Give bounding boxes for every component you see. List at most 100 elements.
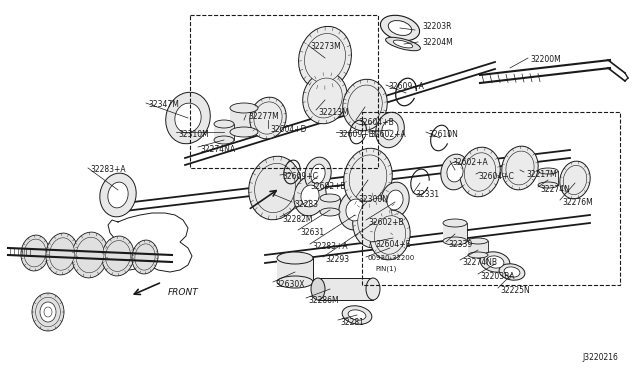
Ellipse shape: [250, 97, 286, 139]
Ellipse shape: [24, 239, 46, 267]
Ellipse shape: [108, 182, 128, 208]
Ellipse shape: [339, 190, 371, 230]
Bar: [362, 112, 620, 285]
Ellipse shape: [366, 278, 380, 300]
Bar: [318, 278, 373, 300]
Ellipse shape: [72, 232, 108, 278]
Ellipse shape: [277, 252, 313, 264]
Ellipse shape: [342, 79, 387, 131]
Ellipse shape: [255, 163, 296, 213]
Ellipse shape: [277, 276, 313, 288]
Ellipse shape: [102, 236, 134, 276]
Text: 32276M: 32276M: [562, 198, 593, 207]
Text: 32277M: 32277M: [248, 112, 279, 121]
Text: 32274NB: 32274NB: [462, 258, 497, 267]
Ellipse shape: [468, 238, 488, 244]
Ellipse shape: [499, 264, 525, 280]
Ellipse shape: [468, 252, 488, 258]
Text: 32273M: 32273M: [310, 42, 340, 51]
Ellipse shape: [249, 156, 301, 220]
Ellipse shape: [230, 103, 258, 113]
Ellipse shape: [480, 252, 510, 272]
Bar: [214, 124, 234, 140]
Text: 32604+C: 32604+C: [478, 172, 514, 181]
Ellipse shape: [175, 103, 201, 133]
Ellipse shape: [305, 157, 331, 191]
Ellipse shape: [254, 102, 282, 134]
Bar: [468, 241, 488, 255]
Text: 32630X: 32630X: [275, 280, 305, 289]
Ellipse shape: [381, 182, 409, 218]
Ellipse shape: [32, 293, 64, 331]
Text: 32331: 32331: [415, 190, 439, 199]
Ellipse shape: [370, 210, 410, 260]
Ellipse shape: [342, 306, 372, 324]
Text: 32213M: 32213M: [318, 108, 349, 117]
Ellipse shape: [464, 153, 496, 191]
Bar: [538, 171, 558, 185]
Ellipse shape: [44, 307, 52, 317]
Text: 32339: 32339: [448, 240, 472, 249]
Ellipse shape: [135, 244, 155, 270]
Ellipse shape: [374, 216, 406, 254]
Ellipse shape: [311, 278, 325, 300]
Text: 32204M: 32204M: [422, 38, 452, 47]
Text: 32602+B: 32602+B: [310, 182, 346, 191]
Text: 32282M: 32282M: [282, 215, 312, 224]
Ellipse shape: [348, 85, 382, 125]
Ellipse shape: [358, 199, 392, 241]
Text: 32283+A: 32283+A: [312, 242, 348, 251]
Text: 32274NA: 32274NA: [200, 145, 235, 154]
Text: 32604+D: 32604+D: [270, 125, 307, 134]
Text: 32602+B: 32602+B: [368, 218, 404, 227]
Ellipse shape: [486, 256, 504, 268]
Text: 32293: 32293: [325, 255, 349, 264]
Ellipse shape: [353, 192, 397, 248]
Text: 32347M: 32347M: [148, 100, 179, 109]
Ellipse shape: [303, 72, 348, 124]
Ellipse shape: [394, 40, 413, 48]
Text: 32217M: 32217M: [526, 170, 557, 179]
Ellipse shape: [504, 267, 520, 277]
Ellipse shape: [40, 302, 56, 322]
Ellipse shape: [230, 127, 258, 137]
Text: 32609+A: 32609+A: [388, 82, 424, 91]
Text: PIN(1): PIN(1): [375, 265, 396, 272]
Text: 00930-32200: 00930-32200: [368, 255, 415, 261]
Text: 32609+C: 32609+C: [282, 172, 318, 181]
Text: 32225N: 32225N: [500, 286, 530, 295]
Ellipse shape: [46, 233, 78, 275]
Ellipse shape: [294, 176, 326, 216]
Text: 32203RA: 32203RA: [480, 272, 515, 281]
Ellipse shape: [132, 240, 158, 274]
Ellipse shape: [447, 162, 463, 182]
Ellipse shape: [106, 241, 131, 272]
Ellipse shape: [506, 151, 534, 185]
Text: J3220216: J3220216: [582, 353, 618, 362]
Ellipse shape: [460, 147, 500, 197]
Ellipse shape: [301, 185, 319, 207]
Ellipse shape: [320, 194, 340, 202]
Text: FRONT: FRONT: [168, 288, 199, 297]
Ellipse shape: [21, 235, 49, 271]
Text: 32283+A: 32283+A: [90, 165, 125, 174]
Ellipse shape: [100, 173, 136, 217]
Text: 32274N: 32274N: [540, 185, 570, 194]
Ellipse shape: [441, 154, 469, 190]
Ellipse shape: [560, 161, 590, 199]
Ellipse shape: [308, 78, 342, 118]
Ellipse shape: [382, 120, 398, 140]
Text: 32203R: 32203R: [422, 22, 451, 31]
Ellipse shape: [49, 238, 74, 270]
Ellipse shape: [305, 33, 346, 83]
Ellipse shape: [166, 92, 211, 144]
Bar: [320, 198, 340, 212]
Text: 32300N: 32300N: [358, 195, 388, 204]
Text: 32604+E: 32604+E: [375, 240, 410, 249]
Ellipse shape: [538, 182, 558, 188]
Bar: [230, 108, 258, 132]
Ellipse shape: [349, 155, 387, 201]
Bar: [277, 258, 313, 282]
Ellipse shape: [443, 237, 467, 245]
Ellipse shape: [214, 120, 234, 128]
